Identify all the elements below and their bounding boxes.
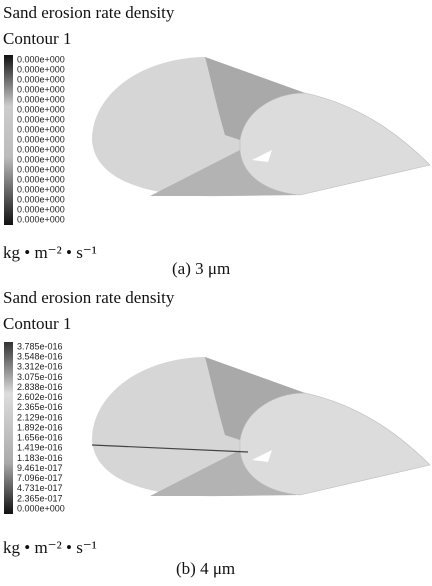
panel-a: Sand erosion rate density Contour 1 0.00… xyxy=(3,3,430,278)
caption: (a) 3 μm xyxy=(172,259,230,278)
panel-b: Sand erosion rate density Contour 1 3.78… xyxy=(3,288,430,578)
geometry xyxy=(92,357,430,496)
caption: (b) 4 μm xyxy=(176,559,235,578)
legend-label: 7.096e-017 xyxy=(17,473,63,483)
legend-label: 3.548e-016 xyxy=(17,352,63,362)
legend-label: 0.000e+000 xyxy=(17,114,65,124)
figure: Sand erosion rate density Contour 1 0.00… xyxy=(0,0,432,586)
title: Sand erosion rate density xyxy=(3,3,175,22)
legend-label: 0.000e+000 xyxy=(17,124,65,134)
legend-label: 3.785e-016 xyxy=(17,341,63,351)
legend-label: 4.731e-017 xyxy=(17,483,63,493)
legend-label: 0.000e+000 xyxy=(17,104,65,114)
title: Sand erosion rate density xyxy=(3,288,175,307)
legend-label: 2.602e-016 xyxy=(17,392,63,402)
legend-label: 3.075e-016 xyxy=(17,372,63,382)
color-bar xyxy=(4,55,13,225)
legend-label: 0.000e+000 xyxy=(17,74,65,84)
subtitle: Contour 1 xyxy=(3,314,71,333)
legend-label: 2.838e-016 xyxy=(17,382,63,392)
legend-label: 2.129e-016 xyxy=(17,412,63,422)
unit: kg • m⁻² • s⁻¹ xyxy=(3,243,97,262)
legend-label: 9.461e-017 xyxy=(17,463,63,473)
legend-label: 0.000e+000 xyxy=(17,214,65,224)
legend-labels: 3.785e-0163.548e-0163.312e-0163.075e-016… xyxy=(17,341,65,513)
legend-label: 3.312e-016 xyxy=(17,362,63,372)
legend-label: 0.000e+000 xyxy=(17,144,65,154)
legend-label: 0.000e+000 xyxy=(17,184,65,194)
geometry xyxy=(92,57,430,196)
legend-label: 1.419e-016 xyxy=(17,443,63,453)
legend-label: 0.000e+000 xyxy=(17,194,65,204)
legend-label: 2.365e-017 xyxy=(17,493,63,503)
legend-label: 0.000e+000 xyxy=(17,94,65,104)
legend-label: 1.656e-016 xyxy=(17,433,63,443)
legend-label: 0.000e+000 xyxy=(17,503,65,513)
legend-label: 0.000e+000 xyxy=(17,174,65,184)
legend-labels: 0.000e+0000.000e+0000.000e+0000.000e+000… xyxy=(17,54,65,224)
subtitle: Contour 1 xyxy=(3,29,71,48)
legend-label: 0.000e+000 xyxy=(17,54,65,64)
unit: kg • m⁻² • s⁻¹ xyxy=(3,538,97,557)
legend-label: 0.000e+000 xyxy=(17,64,65,74)
legend-label: 0.000e+000 xyxy=(17,164,65,174)
legend-label: 1.892e-016 xyxy=(17,422,63,432)
legend-label: 2.365e-016 xyxy=(17,402,63,412)
legend-label: 0.000e+000 xyxy=(17,154,65,164)
legend-label: 0.000e+000 xyxy=(17,134,65,144)
legend-label: 0.000e+000 xyxy=(17,84,65,94)
legend-label: 1.183e-016 xyxy=(17,453,63,463)
color-bar xyxy=(4,342,13,514)
legend-label: 0.000e+000 xyxy=(17,204,65,214)
